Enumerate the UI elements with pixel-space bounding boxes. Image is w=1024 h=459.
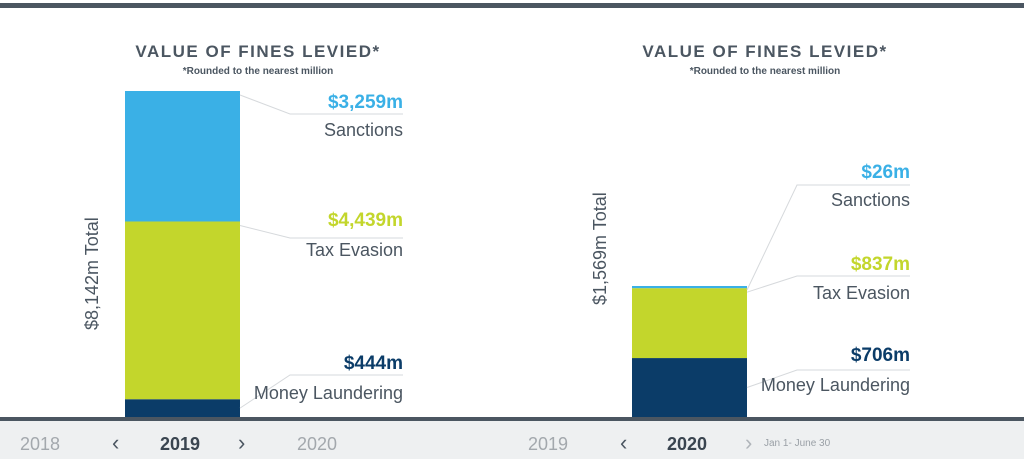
chart-subtitle-2020: *Rounded to the nearest million: [689, 66, 841, 77]
value-sanctions-2020: $26m: [861, 162, 910, 183]
current-year-2020: 2020: [667, 434, 708, 454]
year-2019-link[interactable]: 2019: [528, 434, 569, 454]
bar-segment-money-laundering: [632, 358, 747, 417]
leader-line: [239, 374, 403, 409]
value-tax-2019: $4,439m: [327, 210, 403, 231]
leader-line: [239, 225, 403, 239]
value-sanctions-2019: $3,259m: [327, 92, 403, 113]
bar-segment-sanctions: [125, 91, 240, 222]
bar-segment-tax-evasion: [125, 221, 240, 400]
year-navigation-bar: [0, 421, 1024, 459]
label-ml-2019: Money Laundering: [253, 383, 403, 403]
bottom-divider: [0, 417, 1024, 421]
year-2020-link[interactable]: 2020: [297, 434, 338, 454]
bar-segment-money-laundering: [125, 399, 240, 417]
chevron-right-icon[interactable]: ›: [238, 430, 246, 455]
bar-segment-sanctions: [632, 286, 747, 289]
chart-title-2020: VALUE OF FINES LEVIED*: [642, 42, 888, 61]
leader-line: [746, 369, 910, 388]
top-divider: [0, 3, 1024, 8]
current-year-2019: 2019: [160, 434, 201, 454]
year-2018-link[interactable]: 2018: [20, 434, 61, 454]
label-sanctions-2020: Sanctions: [830, 190, 910, 210]
chart-subtitle-2019: *Rounded to the nearest million: [182, 66, 334, 77]
chart-title-2019: VALUE OF FINES LEVIED*: [135, 42, 381, 61]
chevron-left-icon[interactable]: ‹: [112, 430, 120, 455]
label-sanctions-2019: Sanctions: [323, 120, 403, 140]
leader-line: [746, 275, 910, 293]
chevron-right-icon: ›: [745, 430, 753, 455]
leader-line: [239, 94, 403, 115]
value-ml-2019: $444m: [343, 353, 403, 374]
chevron-left-icon[interactable]: ‹: [620, 430, 628, 455]
value-ml-2020: $706m: [850, 345, 910, 366]
leader-line: [746, 184, 910, 291]
label-tax-2020: Tax Evasion: [812, 283, 910, 303]
label-tax-2019: Tax Evasion: [305, 240, 403, 260]
bar-segment-tax-evasion: [632, 288, 747, 359]
value-tax-2020: $837m: [850, 254, 910, 275]
label-ml-2020: Money Laundering: [760, 375, 910, 395]
period-note: Jan 1- June 30: [764, 438, 831, 449]
